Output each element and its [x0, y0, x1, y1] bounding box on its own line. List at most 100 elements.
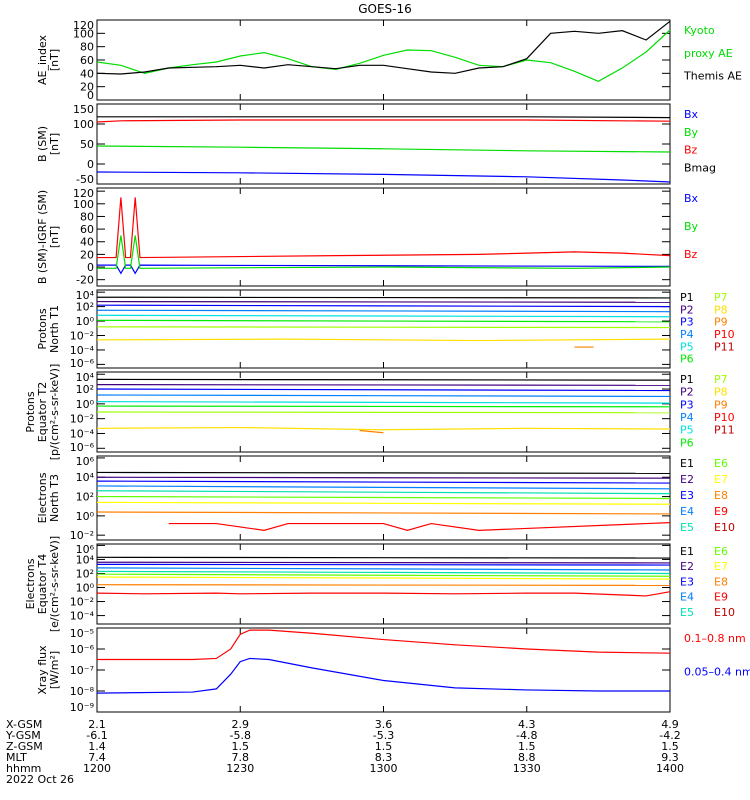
y-tick-label: 100	[73, 198, 94, 211]
legend-entry: P9	[714, 398, 728, 411]
series-p7	[96, 326, 671, 329]
y-axis-label-line: [e/(cm²-s-sr-keV)]	[48, 536, 61, 632]
panel-8: 10⁻⁹ 10⁻⁸ 10⁻⁷ 10⁻⁶ 10⁻⁵ Xray flux[W/m²] 0.1–0…	[36, 627, 750, 714]
x-axis-value: 1.5	[518, 740, 536, 753]
y-tick-label: 60	[80, 54, 94, 67]
y-tick-label: 80	[80, 210, 94, 223]
date-label: 2022 Oct 26	[6, 773, 74, 786]
series-p2	[96, 383, 671, 386]
y-tick-label: 10⁰	[76, 582, 95, 595]
x-axis-value: 1.5	[661, 740, 679, 753]
y-tick-label: 10⁻²	[70, 596, 94, 609]
y-tick-label: 120	[73, 19, 94, 32]
y-axis-label-line: [nT]	[48, 226, 61, 248]
y-tick-label: 10⁻⁵	[70, 627, 94, 640]
y-tick-label: 10⁻⁷	[70, 664, 94, 677]
series-p6	[96, 405, 671, 408]
legend-entry: P10	[714, 411, 735, 424]
legend-entry: E3	[680, 489, 694, 502]
series-e3	[96, 563, 671, 566]
y-axis-label-line: Equator T2	[36, 382, 49, 442]
panel-6: 10⁻² 10⁰ 10² 10⁴ 10⁶ ElectronsNorth T3 E1 E2 E3 E…	[36, 455, 735, 542]
y-axis-label: ElectronsNorth T3	[36, 472, 61, 523]
x-axis-value: 1330	[513, 762, 541, 775]
series-0-05-0-4-nm	[96, 657, 670, 694]
x-axis-value: 1200	[83, 762, 111, 775]
series-p8	[96, 426, 671, 431]
series-p1	[96, 378, 671, 381]
y-axis-label: Xray flux[W/m²]	[36, 645, 61, 695]
y-tick-label: 10⁻⁶	[70, 357, 95, 370]
legend-entry: P1	[680, 291, 694, 304]
y-axis-label-line: Equator T4	[36, 554, 49, 614]
legend-entry: P11	[714, 340, 735, 353]
legend-entry: P8	[714, 386, 728, 399]
x-axis-value: 3.6	[375, 718, 393, 731]
x-axis-row-label: MLT	[6, 751, 27, 764]
y-axis-label-line: North T1	[48, 305, 61, 353]
y-axis-label-line: [p/(cm²-s-sr-keV)]	[48, 364, 61, 461]
legend-entry: P5	[680, 340, 694, 353]
legend-entry: E1	[680, 457, 694, 470]
legend-entry: Kyoto	[684, 24, 715, 37]
series-bmag	[97, 116, 671, 119]
series-p8	[96, 338, 671, 342]
panel-frame	[96, 543, 671, 625]
y-tick-label: 40	[80, 67, 94, 80]
legend-entry: E9	[714, 505, 728, 518]
series-p1	[96, 296, 671, 299]
legend-entry: Bmag	[684, 161, 716, 174]
y-tick-label: 10⁰	[76, 398, 95, 411]
legend-entry: P8	[714, 303, 728, 316]
series-p9	[359, 429, 384, 434]
legend-entry: 0.05–0.4 nm	[684, 666, 750, 679]
y-axis-label-line: [W/m²]	[48, 651, 61, 689]
legend-entry: P7	[714, 291, 728, 304]
x-axis-value: 1300	[370, 762, 398, 775]
series-p3	[96, 304, 671, 308]
y-axis-label-line: B (SM)	[36, 126, 49, 162]
y-axis-label-line: [nT]	[48, 133, 61, 155]
legend-entry: P3	[680, 398, 694, 411]
legend-entry: E5	[680, 606, 694, 619]
x-axis-value: 2.9	[232, 718, 250, 731]
legend-entry: proxy AE	[684, 47, 733, 60]
y-axis-label-line: Electrons	[24, 558, 37, 609]
y-axis-label-line: AE_index	[36, 34, 49, 85]
legend-entry: P10	[714, 328, 735, 341]
series-e1	[96, 471, 671, 474]
x-axis-value: 8.8	[518, 751, 536, 764]
series-bx	[97, 264, 671, 275]
series-p7	[96, 411, 671, 414]
x-axis-value: 4.9	[661, 718, 679, 731]
y-tick-label: 10⁻⁹	[70, 701, 94, 714]
y-tick-label: 0	[87, 89, 94, 102]
y-tick-label: 10⁻⁸	[70, 685, 95, 698]
legend-entry: P1	[680, 373, 694, 386]
y-tick-label: 120	[73, 187, 94, 200]
legend-entry: P3	[680, 316, 694, 329]
legend-entry: E2	[680, 473, 694, 486]
x-axis-value: 8.3	[375, 751, 393, 764]
legend-entry: P2	[680, 303, 694, 316]
x-axis-row-label: Y-GSM	[5, 729, 41, 742]
panel-frame	[96, 187, 671, 287]
legend-entry: By	[684, 220, 699, 233]
series-p4	[96, 394, 671, 398]
legend-entry: E2	[680, 560, 694, 573]
series-p5	[96, 401, 671, 404]
series-e8	[96, 511, 671, 515]
series-e6	[96, 495, 671, 500]
y-tick-label: 10⁴	[76, 289, 95, 302]
x-axis-value: 1230	[226, 762, 254, 775]
series-e6	[96, 573, 671, 577]
series-p4	[96, 309, 671, 313]
plot-title: GOES-16	[358, 2, 412, 16]
legend-entry: E7	[714, 473, 728, 486]
series-e2	[96, 476, 671, 479]
series-0-1-0-8-nm	[97, 629, 671, 661]
x-axis-value: 1.5	[232, 740, 250, 753]
legend-entry: E3	[680, 575, 694, 588]
